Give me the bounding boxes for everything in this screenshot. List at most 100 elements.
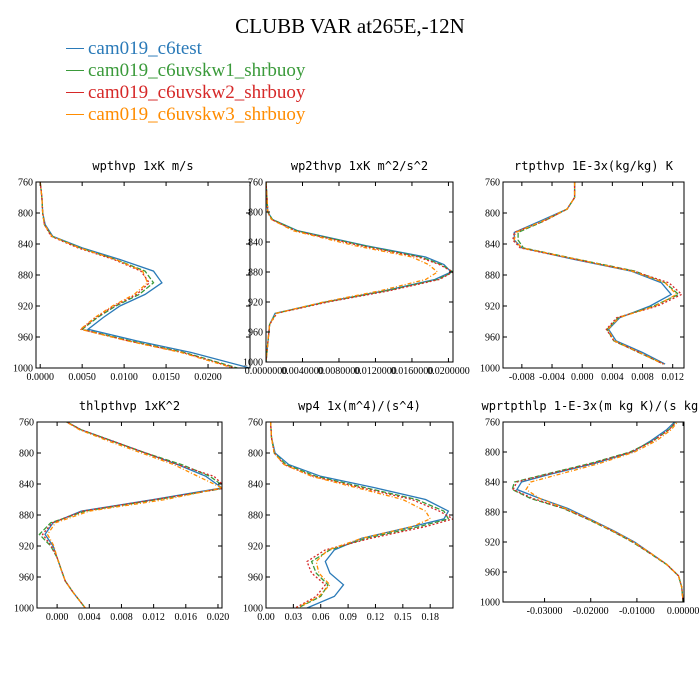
y-tick-label: 800	[248, 208, 263, 219]
x-tick-label: 0.0150	[152, 372, 180, 383]
y-tick-label: 840	[248, 238, 263, 249]
series-line	[512, 422, 684, 602]
y-tick-label: 1000	[14, 604, 34, 615]
y-tick-label: 960	[18, 333, 33, 344]
y-tick-label: 760	[18, 178, 33, 189]
y-tick-label: 920	[485, 538, 500, 549]
plot-frame	[502, 421, 685, 603]
series-line	[517, 182, 680, 365]
x-tick-label: -0.008	[509, 372, 535, 383]
x-tick-label: 0.000	[46, 612, 69, 623]
panel-title: wp4 1x(m^4)/(s^4)	[298, 399, 421, 413]
chart-main-title: CLUBB VAR at265E,-12N	[235, 14, 465, 38]
x-tick-label: 0.09	[339, 612, 357, 623]
y-tick-label: 960	[248, 328, 263, 339]
series-group	[38, 422, 222, 608]
y-tick-label: 840	[485, 240, 500, 251]
y-tick-label: 960	[485, 568, 500, 579]
series-line	[41, 422, 222, 608]
series-group	[39, 182, 250, 368]
chart-panel: thlpthvp 1xK^2 760 800 840 880 920 960 1000 0.00…	[14, 399, 229, 623]
x-tick-label: 0.0120000	[354, 366, 397, 377]
x-tick-label: 0.15	[394, 612, 412, 623]
y-tick-label: 920	[248, 542, 263, 553]
legend-label: cam019_c6test	[88, 38, 202, 59]
chart-panel: wp4 1x(m^4)/(s^4)76080084088092096010000…	[243, 399, 454, 623]
x-tick-label: 0.0100	[110, 372, 138, 383]
x-tick-label: 0.0050	[68, 372, 96, 383]
y-tick-label: 1000	[480, 364, 500, 375]
y-tick-label: 760	[248, 418, 263, 429]
panel-title: wpthvp 1xK m/s	[92, 159, 193, 173]
chart-panel: wprtpthlp 1-E-3x(m kg K)/(s kg) 760 800 840…	[480, 399, 700, 617]
x-tick-label: 0.0160000	[391, 366, 434, 377]
x-tick-label: -0.01000	[619, 606, 655, 617]
legend-swatch	[66, 92, 84, 94]
chart-panel: rtpthvp 1E-3x(kg/kg) K 760 800 840 880 920 960…	[480, 159, 685, 383]
y-tick-label: 840	[18, 240, 33, 251]
series-line	[38, 422, 222, 608]
y-tick-label: 1000	[13, 364, 33, 375]
x-tick-label: -0.02000	[573, 606, 609, 617]
chart-panel: wp2thvp 1xK m^2/s^2 760 800 840 880 920 960 100…	[243, 159, 470, 377]
x-tick-label: 0.0000	[26, 372, 54, 383]
series-line	[511, 422, 684, 602]
series-line	[269, 422, 450, 608]
x-tick-label: 0.0200000	[427, 366, 470, 377]
x-tick-label: 0.012	[661, 372, 684, 383]
series-group	[512, 182, 683, 365]
legend-swatch	[66, 70, 84, 72]
legend-item: cam019_c6test	[66, 38, 305, 60]
y-tick-label: 760	[248, 178, 263, 189]
panel-title: wp2thvp 1xK m^2/s^2	[291, 159, 428, 173]
x-tick-label: 0.0040000	[281, 366, 324, 377]
y-tick-label: 880	[485, 271, 500, 282]
series-group	[511, 422, 684, 602]
y-tick-label: 760	[485, 418, 500, 429]
y-tick-label: 960	[248, 573, 263, 584]
x-tick-label: 0.0080000	[318, 366, 361, 377]
y-tick-label: 920	[248, 298, 263, 309]
plot-frame	[265, 421, 454, 609]
panel-title: wprtpthlp 1-E-3x(m kg K)/(s kg)	[482, 399, 700, 413]
series-group	[269, 422, 453, 608]
y-tick-label: 800	[485, 209, 500, 220]
series-line	[39, 182, 250, 368]
x-tick-label: 0.06	[312, 612, 330, 623]
y-tick-label: 920	[485, 302, 500, 313]
series-line	[513, 182, 678, 365]
y-tick-label: 760	[485, 178, 500, 189]
x-tick-label: 0.020	[207, 612, 230, 623]
y-tick-label: 800	[19, 449, 34, 460]
legend-label: cam019_c6uvskw3_shrbuoy	[88, 104, 306, 125]
legend-item: cam019_c6uvskw1_shrbuoy	[66, 60, 305, 82]
series-line	[46, 422, 222, 608]
y-tick-label: 800	[485, 448, 500, 459]
series-line	[512, 182, 683, 365]
legend: cam019_c6test cam019_c6uvskw1_shrbuoy ca…	[66, 38, 305, 126]
legend-item: cam019_c6uvskw3_shrbuoy	[66, 104, 305, 126]
y-tick-label: 840	[248, 480, 263, 491]
legend-label: cam019_c6uvskw1_shrbuoy	[88, 60, 306, 81]
y-tick-label: 920	[19, 542, 34, 553]
series-line	[266, 182, 453, 362]
x-tick-label: 0.012	[142, 612, 165, 623]
x-tick-label: 0.000	[571, 372, 594, 383]
x-tick-label: 0.00000	[667, 606, 700, 617]
x-tick-label: 0.0000000	[245, 366, 288, 377]
y-tick-label: 960	[19, 573, 34, 584]
x-tick-label: 0.008	[110, 612, 133, 623]
series-line	[269, 422, 453, 608]
series-line	[266, 182, 439, 362]
y-tick-label: 1000	[243, 604, 263, 615]
x-tick-label: 0.12	[367, 612, 385, 623]
series-line	[44, 422, 222, 608]
series-group	[266, 182, 453, 362]
y-tick-label: 840	[19, 480, 34, 491]
series-line	[515, 422, 684, 602]
y-tick-label: 840	[485, 478, 500, 489]
series-line	[39, 182, 234, 368]
plot-frame	[502, 181, 685, 369]
legend-item: cam019_c6uvskw2_shrbuoy	[66, 82, 305, 104]
